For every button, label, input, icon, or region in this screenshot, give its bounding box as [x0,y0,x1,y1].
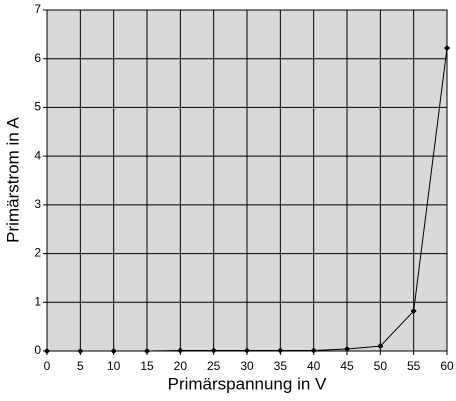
x-tick-label: 10 [107,359,121,373]
x-tick-label: 45 [340,359,354,373]
x-tick-label: 0 [44,359,51,373]
data-point [144,348,150,354]
y-tick-label: 4 [34,148,41,162]
x-tick-label: 20 [174,359,188,373]
data-point [77,348,84,354]
y-tick-label: 7 [34,2,41,16]
x-tick-label: 15 [140,359,154,373]
y-axis-label: Primärstrom in A [3,117,22,243]
data-point [244,347,250,354]
y-tick-label: 1 [34,294,41,308]
x-tick-label: 55 [407,359,421,373]
x-tick-label: 30 [240,359,254,373]
x-tick-label: 40 [307,359,321,373]
data-point [410,308,417,315]
x-tick-label: 60 [440,359,454,373]
data-point [110,348,117,354]
data-point [210,347,217,354]
data-point [277,347,284,354]
x-tick-label: 50 [374,359,388,373]
y-tick-label: 5 [34,100,41,114]
y-tick-label: 6 [34,51,41,65]
data-point [444,44,450,51]
data-point [310,347,317,354]
x-tick-label: 25 [207,359,221,373]
data-point [44,348,50,354]
y-tick-label: 3 [34,197,41,211]
data-point [377,343,384,350]
data-point [177,347,184,354]
y-tick-label: 0 [34,343,41,357]
y-tick-label: 2 [34,246,41,260]
x-axis-label: Primärspannung in V [168,374,327,393]
x-tick-label: 5 [77,359,84,373]
data-point [344,346,350,353]
x-tick-label: 35 [274,359,288,373]
